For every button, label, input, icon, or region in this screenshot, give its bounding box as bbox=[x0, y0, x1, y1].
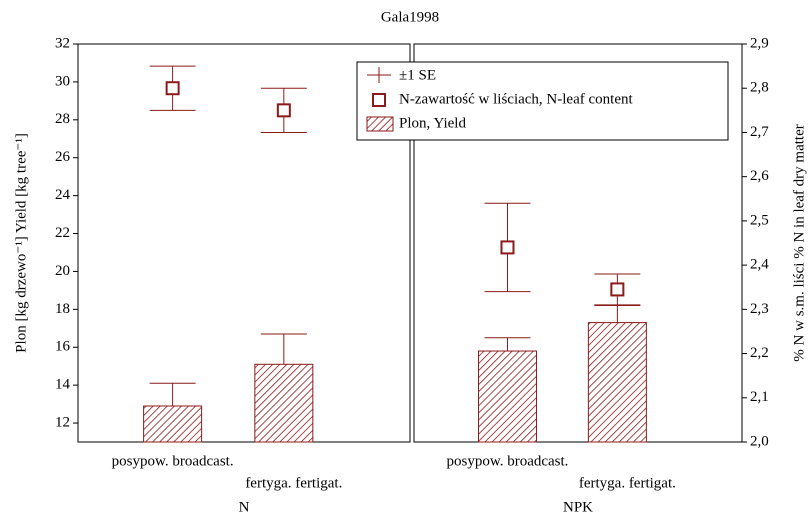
y2-tick-label: 2,0 bbox=[750, 433, 769, 449]
y-tick-label: 16 bbox=[55, 339, 71, 355]
x-tick-label: fertyga. fertigat. bbox=[579, 475, 676, 491]
y2-tick-label: 2,4 bbox=[750, 257, 769, 273]
group-label: NPK bbox=[563, 499, 593, 515]
y2-tick-label: 2,6 bbox=[750, 168, 769, 184]
legend-box bbox=[356, 61, 729, 141]
y-tick-label: 28 bbox=[55, 111, 70, 127]
legend-bar-symbol bbox=[366, 116, 394, 132]
y2-tick-label: 2,7 bbox=[750, 124, 769, 140]
legend-label: N-zawartość w liściach, N-leaf content bbox=[399, 91, 633, 107]
y-tick-label: 26 bbox=[55, 149, 71, 165]
legend-label: ±1 SE bbox=[399, 67, 436, 83]
bar bbox=[587, 322, 647, 443]
y2-tick-label: 2,9 bbox=[750, 35, 769, 51]
x-tick-label: fertyga. fertigat. bbox=[245, 475, 342, 491]
plot-frame bbox=[413, 43, 743, 443]
y2-tick-label: 2,5 bbox=[750, 212, 769, 228]
y2-tick-label: 2,1 bbox=[750, 389, 769, 405]
chart-title: Gala1998 bbox=[381, 9, 439, 25]
y-tick-label: 32 bbox=[55, 35, 70, 51]
legend-point-symbol bbox=[372, 93, 386, 107]
y-tick-label: 24 bbox=[55, 187, 71, 203]
y-tick-label: 14 bbox=[55, 377, 71, 393]
bar bbox=[143, 405, 203, 443]
y-tick-label: 18 bbox=[55, 301, 70, 317]
y2-axis-label: % N w s.m. liści % N in leaf dry matter bbox=[791, 124, 807, 361]
y-tick-label: 20 bbox=[55, 263, 70, 279]
point bbox=[610, 282, 625, 297]
x-tick-label: posypow. broadcast. bbox=[447, 453, 569, 469]
y-axis-label: Plon [kg drzewo⁻¹] Yield [kg tree⁻¹] bbox=[13, 133, 29, 353]
y-tick-label: 12 bbox=[55, 414, 70, 430]
legend-label: Plon, Yield bbox=[399, 115, 466, 131]
y2-tick-label: 2,8 bbox=[750, 80, 769, 96]
plot-frame bbox=[77, 43, 411, 443]
y2-tick-label: 2,2 bbox=[750, 345, 769, 361]
y-tick-label: 22 bbox=[55, 225, 70, 241]
x-tick-label: posypow. broadcast. bbox=[112, 453, 234, 469]
bar bbox=[254, 363, 314, 443]
point bbox=[165, 81, 180, 96]
group-label: N bbox=[239, 499, 250, 515]
point bbox=[500, 240, 515, 255]
y2-tick-label: 2,3 bbox=[750, 301, 769, 317]
y-tick-label: 30 bbox=[55, 73, 70, 89]
point bbox=[276, 103, 291, 118]
bar bbox=[477, 350, 537, 443]
